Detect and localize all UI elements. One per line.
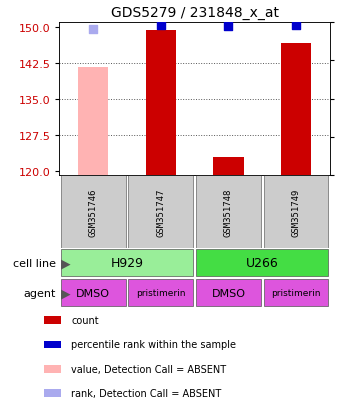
Text: DMSO: DMSO [76,288,110,298]
Bar [129,176,193,248]
Text: count: count [71,316,99,325]
Point [293,22,299,29]
Bar [129,279,193,306]
Bar [44,341,61,349]
Text: GSM351747: GSM351747 [156,188,165,236]
Text: rank, Detection Call = ABSENT: rank, Detection Call = ABSENT [71,388,222,398]
Bar [61,279,126,306]
Text: ▶: ▶ [61,256,71,270]
Bar [213,158,244,176]
Bar [44,316,61,324]
Bar [44,365,61,373]
Bar [264,279,328,306]
Text: pristimerin: pristimerin [271,288,321,297]
Bar [196,176,261,248]
Bar [44,389,61,397]
Point [226,24,231,31]
Text: cell line: cell line [13,258,56,268]
Bar [264,176,328,248]
Text: value, Detection Call = ABSENT: value, Detection Call = ABSENT [71,364,226,374]
Bar [196,249,328,277]
Text: ▶: ▶ [61,286,71,299]
Point [158,22,164,29]
Text: GSM351746: GSM351746 [89,188,98,236]
Title: GDS5279 / 231848_x_at: GDS5279 / 231848_x_at [110,6,279,20]
Bar [78,68,108,176]
Text: pristimerin: pristimerin [136,288,186,297]
Text: DMSO: DMSO [211,288,245,298]
Point [90,27,96,34]
Bar [61,249,193,277]
Text: percentile rank within the sample: percentile rank within the sample [71,339,236,349]
Text: agent: agent [24,288,56,298]
Text: GSM351749: GSM351749 [291,188,301,236]
Bar [61,176,126,248]
Text: U266: U266 [246,256,278,270]
Text: H929: H929 [110,256,143,270]
Bar [196,279,261,306]
Bar [146,31,176,176]
Bar [281,44,311,176]
Text: GSM351748: GSM351748 [224,188,233,236]
